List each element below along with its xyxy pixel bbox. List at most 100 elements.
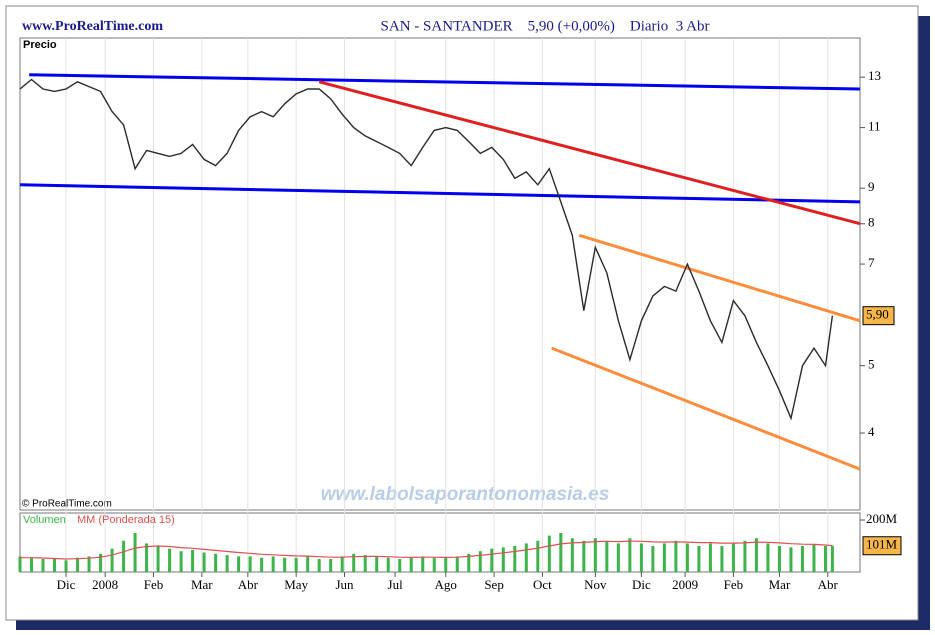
volume-bar [87,556,91,572]
y-tick-label: 9 [868,179,875,194]
trend-line [19,183,861,204]
volume-bar [593,538,597,572]
volume-bar [306,556,310,572]
x-tick-label: Abr [818,577,839,592]
last-value-box [862,306,895,326]
volume-bar [375,556,379,572]
volume-bar [133,533,137,572]
volume-bar [191,549,195,572]
last-value-box [862,536,902,556]
volume-bar [18,556,22,572]
trend-line [578,233,861,323]
x-tick-label: Jun [335,577,354,592]
volume-bar [639,543,643,572]
x-tick-label: Mar [191,577,213,592]
volume-bar [179,551,183,572]
volume-bar [570,538,574,572]
x-tick-label: Abr [238,577,259,592]
volume-bar [398,559,402,572]
volume-bar [754,538,758,572]
volume-bar [513,546,517,572]
volume-bar [628,538,632,572]
volume-bar [294,557,298,572]
trend-line [29,73,861,91]
volume-bar [76,557,80,572]
last-value-label: 101M [866,537,898,552]
x-tick-label: Jul [388,577,404,592]
volume-bar [352,553,356,572]
y-tick-label: 4 [868,424,875,439]
volume-bar [766,543,770,572]
volume-bar [409,557,413,572]
volume-bar [248,556,252,572]
volume-bar [467,553,471,572]
price-line [19,78,834,421]
volume-bar [524,543,528,572]
volume-bar [777,546,781,572]
volume-bar [202,552,206,572]
last-value-label: 5,90 [866,307,889,322]
y-tick-label: 11 [868,119,881,134]
volume-bar [421,556,425,572]
volume-bar [122,540,126,572]
volume-bar [271,556,275,572]
moving-average-line [20,540,833,560]
volume-bar [53,559,57,572]
volume-bar [317,559,321,572]
volume-bar [455,556,459,572]
volume-bar [616,543,620,572]
y-label: Precio [23,39,57,51]
trend-line [551,346,861,471]
volume-bar [708,543,712,572]
x-tick-label: Oct [533,577,552,592]
volume-bar [605,540,609,572]
copyright: © ProRealTime.com [22,499,112,510]
y-tick-label: 200M [866,511,898,526]
legend-volume: Volumen [23,514,66,526]
x-tick-label: 2008 [92,577,118,592]
x-tick-label: Nov [584,577,607,592]
x-tick-label: Feb [724,577,744,592]
volume-bar [662,543,666,572]
x-tick-label: Feb [144,577,164,592]
volume-bar [674,540,678,572]
chart-title: SAN - SANTANDER 5,90 (+0,00%) Diario 3 A… [381,18,710,34]
y-tick-label: 8 [868,215,875,230]
x-tick-label: May [284,577,308,592]
volume-bar [432,557,436,572]
volume-bar [110,548,114,572]
volume-bar [225,555,229,572]
volume-bar [214,553,218,572]
volume-bar [444,557,448,572]
volume-bar [145,543,149,572]
volume-bar [329,559,333,572]
volume-bar [386,557,390,572]
volume-bar [168,548,172,572]
volume-bar [478,551,482,572]
volume-bar [720,546,724,572]
volume-bar [685,543,689,572]
volume-bar [99,553,103,572]
x-tick-label: Dic [57,577,76,592]
volume-bar [283,557,287,572]
volume-bar [340,556,344,572]
y-tick-label: 5 [868,357,875,372]
y-tick-label: 7 [868,255,875,270]
y-tick-label: 13 [868,68,881,83]
volume-bar [547,535,551,572]
volume-bar [363,555,367,572]
volume-bar [823,546,827,572]
volume-bar [800,546,804,572]
volume-bar [237,556,241,572]
volume-bar [830,545,834,572]
price-panel [19,37,861,511]
x-tick-label: Ago [435,577,457,592]
volume-bar [501,547,505,572]
volume-bar [743,540,747,572]
volume-bar [30,557,34,572]
watermark: www.labolsaporantonomasia.es [321,484,610,505]
volume-bar [260,557,264,572]
legend-moving-average: MM (Ponderada 15) [77,514,175,526]
